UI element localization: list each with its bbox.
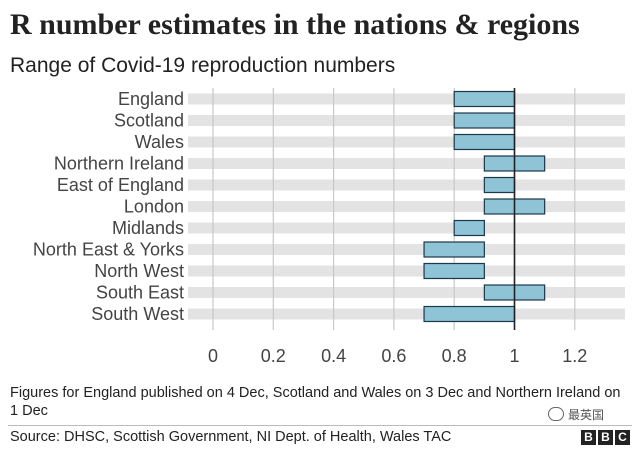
- bbc-logo: B B C: [581, 430, 630, 445]
- x-tick-label: 1: [509, 346, 519, 366]
- row-band: [188, 244, 625, 255]
- range-bar: [483, 176, 516, 194]
- x-tick-label: 0.8: [442, 346, 467, 366]
- category-label: South West: [91, 304, 184, 324]
- x-tick-label: 0.4: [321, 346, 346, 366]
- row-band: [188, 93, 625, 105]
- range-bar: [453, 112, 516, 129]
- x-tick-labels: 0 0.2 0.4 0.6 0.8 1 1.2: [208, 346, 587, 366]
- bbc-logo-letter: B: [581, 430, 596, 445]
- chart-subtitle: Range of Covid-19 reproduction numbers: [10, 54, 396, 77]
- category-label: Midlands: [112, 218, 184, 238]
- row-band: [188, 179, 625, 191]
- x-tick-label: 1.2: [562, 346, 587, 366]
- source-text: Source: DHSC, Scottish Government, NI De…: [10, 429, 452, 445]
- category-label: Northern Ireland: [54, 154, 184, 174]
- range-bar: [423, 241, 485, 258]
- row-band: [188, 201, 625, 212]
- category-label: North East & Yorks: [33, 240, 184, 260]
- range-bar: [453, 90, 516, 108]
- x-tick-label: 0.6: [381, 346, 406, 366]
- category-label: East of England: [57, 175, 184, 195]
- row-band: [188, 308, 625, 320]
- range-bar: [453, 133, 516, 151]
- category-label: North West: [94, 261, 184, 281]
- wechat-icon: [548, 407, 564, 421]
- range-bar: [423, 262, 485, 280]
- row-band: [188, 115, 625, 126]
- category-label: England: [118, 89, 184, 109]
- range-bar: [453, 219, 485, 237]
- chart-title: R number estimates in the nations & regi…: [10, 8, 580, 41]
- category-label: Scotland: [114, 111, 184, 131]
- watermark: 最英国: [548, 406, 604, 423]
- row-band: [188, 222, 625, 234]
- category-label: South East: [96, 283, 184, 303]
- category-label: Wales: [135, 132, 184, 152]
- footer-divider: [8, 425, 632, 426]
- row-band: [188, 158, 625, 169]
- category-label: London: [124, 197, 184, 217]
- bbc-logo-letter: B: [598, 430, 613, 445]
- range-bar: [423, 305, 516, 323]
- footnote: Figures for England published on 4 Dec, …: [10, 385, 621, 419]
- row-bands: [188, 93, 625, 320]
- x-tick-label: 0: [208, 346, 218, 366]
- watermark-text: 最英国: [568, 408, 605, 422]
- row-band: [188, 136, 625, 148]
- x-tick-label: 0.2: [261, 346, 286, 366]
- row-band: [188, 265, 625, 277]
- bbc-logo-letter: C: [615, 430, 630, 445]
- row-band: [188, 287, 625, 298]
